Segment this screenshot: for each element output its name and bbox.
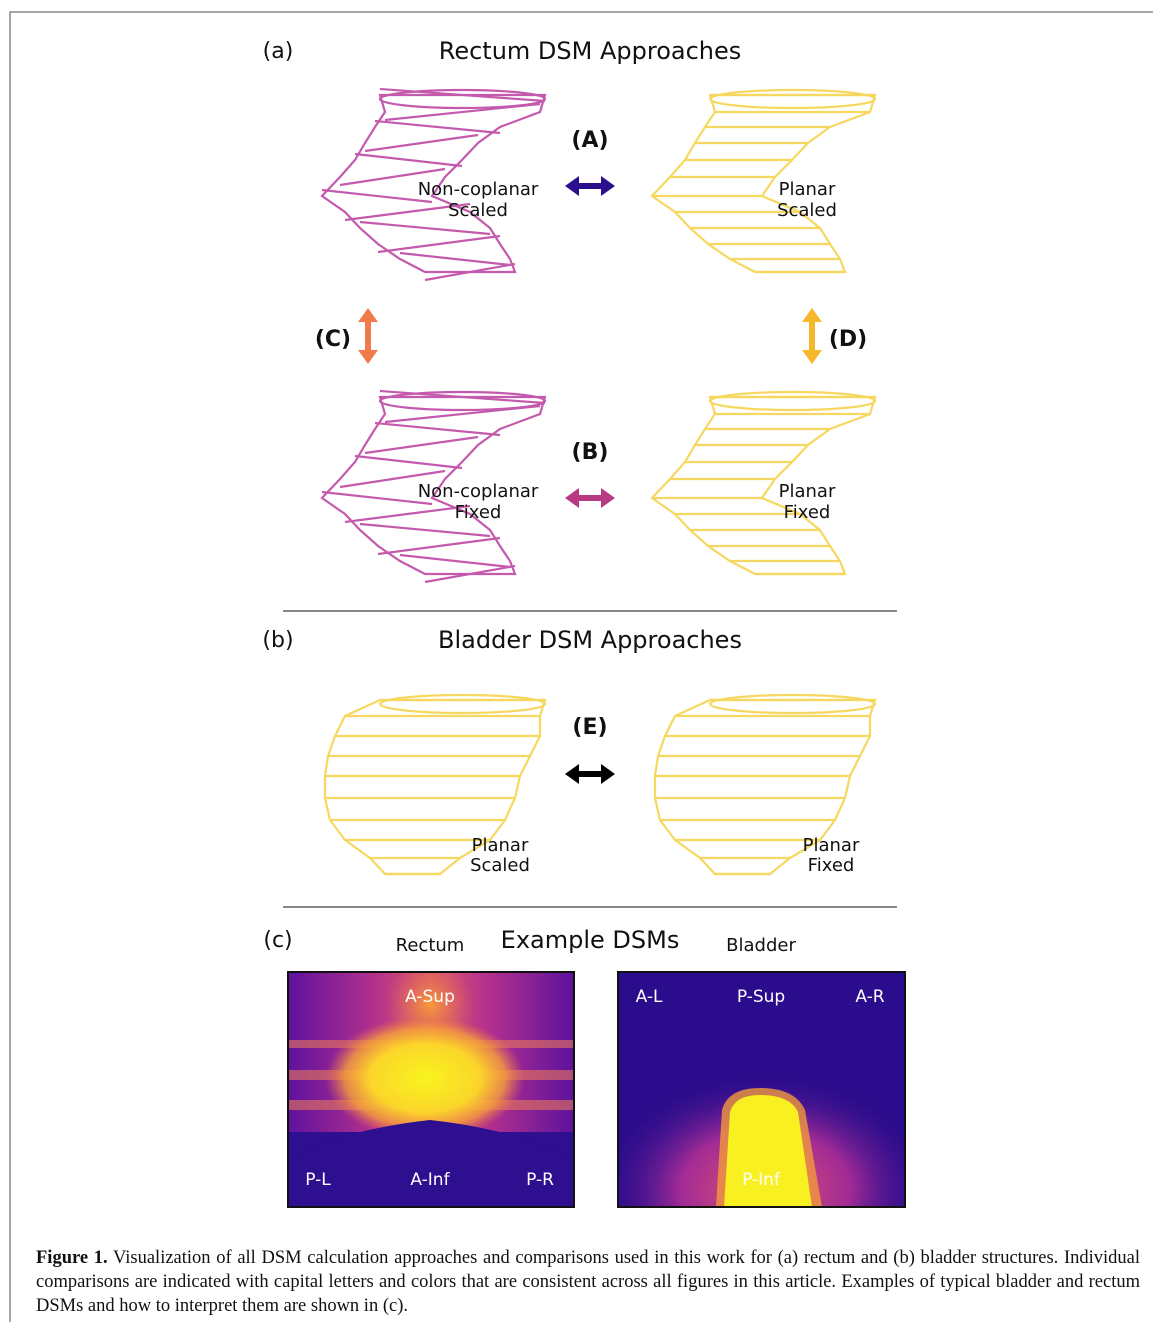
figure: (a)Rectum DSM ApproachesNon-coplanarScal… [0,0,1153,1330]
page: {"panel_a": {"label": "(a)", "title": "R… [0,0,1153,1330]
map-label: P-Sup [737,987,785,1007]
shape-label: Planar [803,835,860,856]
comparison-arrow [802,308,822,364]
panel-title: Bladder DSM Approaches [438,626,742,654]
panel-label: (b) [262,628,293,653]
caption-label: Figure 1. [36,1248,108,1268]
comparison-label: (E) [572,715,607,740]
map-title: Rectum [396,935,465,956]
shape-label: Non-coplanar [418,481,539,502]
comparison-arrow [358,308,378,364]
shape-label: Planar [779,179,836,200]
map-label: P-Inf [742,1170,781,1190]
structure-outline [652,392,875,574]
map-label: A-L [636,987,663,1007]
map-title: Bladder [726,935,796,956]
map-label: A-Sup [405,987,455,1007]
shape-label: Scaled [777,200,837,221]
map-label: P-L [305,1170,331,1190]
panel-title: Example DSMs [501,926,680,954]
structure-outline [652,90,875,272]
caption: Figure 1. Visualization of all DSM calcu… [36,1246,1140,1318]
comparison-arrow [565,764,615,784]
comparison-label: (C) [315,327,351,352]
shape-label: Fixed [808,855,855,876]
panel-title: Rectum DSM Approaches [439,37,742,65]
map-label: A-Inf [410,1170,450,1190]
comparison-label: (D) [829,327,867,352]
shape-label: Scaled [470,855,530,876]
panel-label: (a) [263,39,294,64]
shape-label: Scaled [448,200,508,221]
comparison-arrow [565,488,615,508]
shape-label: Planar [779,481,836,502]
shape-label: Non-coplanar [418,179,539,200]
map-label: P-R [526,1170,554,1190]
caption-text: Visualization of all DSM calculation app… [36,1248,1140,1316]
comparison-label: (B) [572,440,609,465]
frame [10,12,1153,1322]
comparison-label: (A) [571,128,608,153]
comparison-arrow [565,176,615,196]
map-label: A-R [855,987,884,1007]
shape-label: Planar [472,835,529,856]
shape-label: Fixed [784,502,831,523]
shape-label: Fixed [455,502,502,523]
panel-label: (c) [263,928,292,953]
